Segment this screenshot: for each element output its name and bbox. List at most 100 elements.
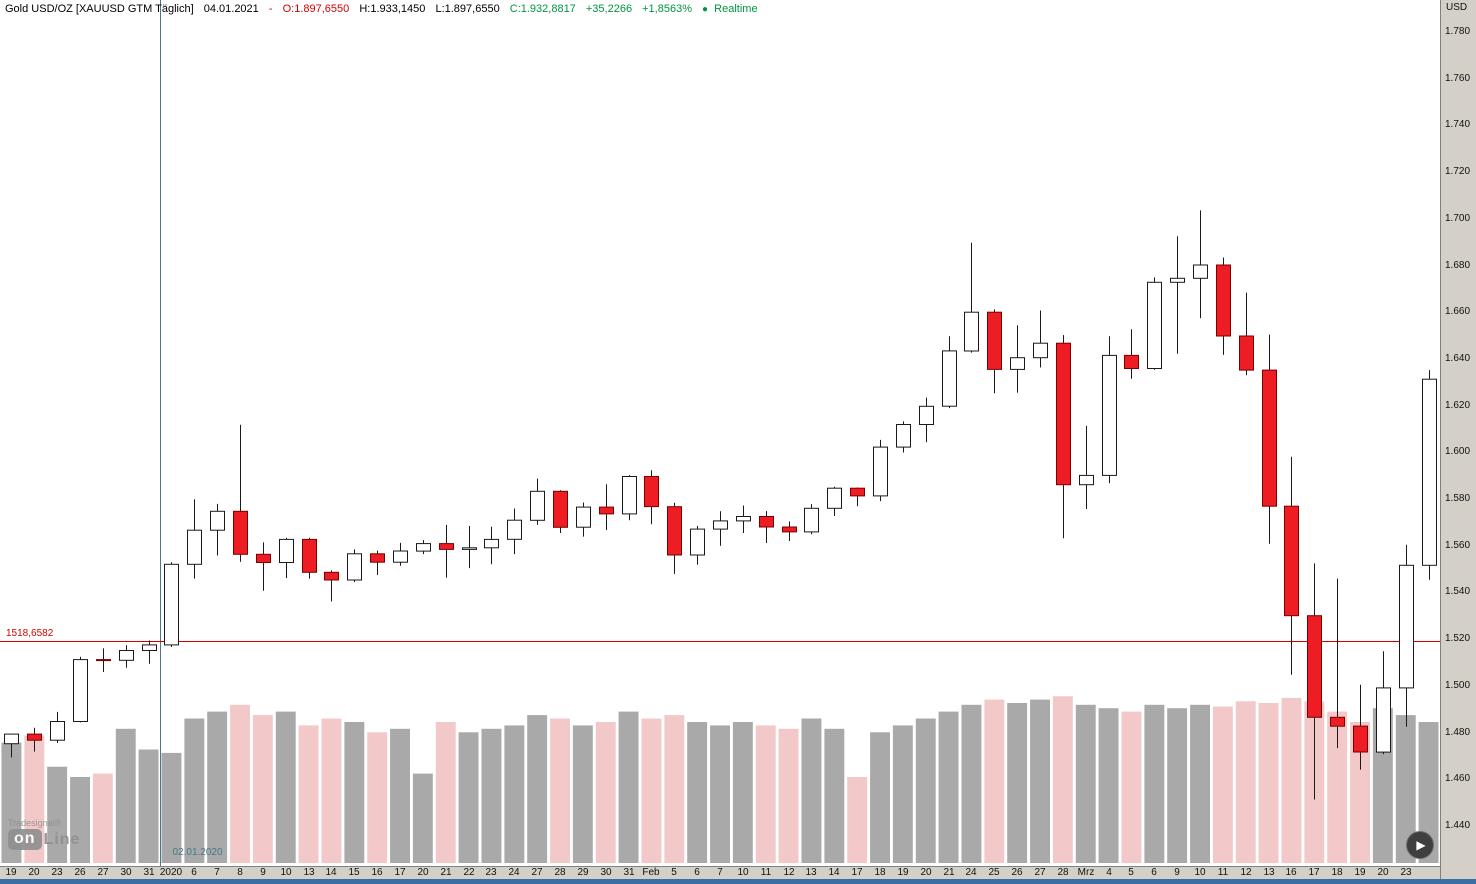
- date-axis-tick-label: 9: [260, 867, 266, 878]
- price-axis-tick-label: 1.760: [1445, 73, 1471, 84]
- logo-on-badge: on: [8, 829, 42, 850]
- date-axis-tick-label: 6: [191, 867, 197, 878]
- date-axis-tick-label: 23: [1400, 867, 1412, 878]
- volume-bar: [961, 704, 982, 863]
- date-axis-tick-label: 31: [623, 867, 635, 878]
- date-axis-tick-label: 10: [280, 867, 292, 878]
- date-axis-tick-label: 5: [1128, 867, 1134, 878]
- date-axis-tick-label: 18: [1331, 867, 1343, 878]
- price-axis[interactable]: USD 1.780 1.760 1.740 1.720 1.700 1.680 1.660 1…: [1440, 0, 1476, 879]
- date-axis-tick-label: 26: [1011, 867, 1023, 878]
- candle-down: [1262, 369, 1277, 507]
- date-axis-tick-label: 20: [28, 867, 40, 878]
- candle-up: [279, 538, 294, 564]
- date-axis-tick-label: 26: [74, 867, 86, 878]
- date-axis-tick-label: 21: [943, 867, 955, 878]
- price-axis-tick-label: 1.500: [1445, 680, 1471, 691]
- candle-up: [187, 529, 202, 565]
- volume-bar: [138, 749, 159, 863]
- volume-bar: [1212, 706, 1233, 863]
- volume-bar: [984, 699, 1005, 863]
- date-axis-tick-label: 28: [1057, 867, 1069, 878]
- chart-canvas[interactable]: Gold USD/OZ [XAUUSD GTM Täglich] 04.01.2…: [0, 0, 1440, 866]
- candle-up: [210, 510, 225, 531]
- candle-down: [1124, 354, 1139, 369]
- candlestick-chart[interactable]: [0, 0, 1440, 866]
- volume-bar: [1121, 711, 1142, 863]
- volume-bar: [1418, 722, 1439, 863]
- candle-up: [804, 507, 819, 533]
- volume-bar: [207, 711, 228, 863]
- candle-up: [1079, 474, 1094, 486]
- candle-down: [1056, 342, 1071, 486]
- candle-up: [4, 733, 19, 745]
- candle-up: [507, 519, 522, 540]
- volume-bar: [252, 715, 273, 863]
- date-axis-tick-label: 7: [717, 867, 723, 878]
- volume-bar: [92, 773, 113, 863]
- date-axis-tick-label: 30: [120, 867, 132, 878]
- candle-up: [347, 553, 362, 581]
- date-axis-tick-label: Mrz: [1077, 867, 1095, 878]
- candle-up: [1170, 277, 1185, 283]
- date-axis-tick-label: 2020: [159, 867, 183, 878]
- candle-up: [50, 721, 65, 741]
- volume-bar: [824, 728, 845, 863]
- volume-bar: [1052, 696, 1073, 863]
- volume-bar: [847, 777, 868, 863]
- candle-down: [1216, 264, 1231, 337]
- close-value: C:1.932,8817: [509, 3, 576, 15]
- candle-down: [987, 311, 1002, 370]
- date-axis-tick-label: 6: [1151, 867, 1157, 878]
- candle-down: [599, 506, 614, 515]
- date-axis-tick-label: 16: [371, 867, 383, 878]
- candle-down: [644, 476, 659, 508]
- candle-down: [27, 733, 42, 741]
- volume-bar: [618, 711, 639, 863]
- volume-bar: [390, 728, 410, 863]
- date-axis-tick-label: 27: [531, 867, 543, 878]
- candle-up: [462, 547, 477, 550]
- candle-up: [484, 538, 499, 549]
- date-axis-tick-label: 10: [737, 867, 749, 878]
- volume-bar: [458, 732, 479, 863]
- volume-bar: [161, 752, 182, 863]
- candle-up: [873, 446, 888, 497]
- bottom-scrollbar-strip[interactable]: [0, 879, 1476, 884]
- candle-up: [1376, 687, 1391, 753]
- play-button[interactable]: ▶: [1406, 831, 1434, 859]
- candle-down: [324, 571, 339, 581]
- volume-bar: [892, 725, 913, 863]
- price-axis-tick-label: 1.640: [1445, 353, 1471, 364]
- date-axis-tick-label: 10: [1194, 867, 1206, 878]
- volume-bar: [1281, 697, 1302, 863]
- chart-header: Gold USD/OZ [XAUUSD GTM Täglich] 04.01.2…: [5, 3, 765, 15]
- realtime-indicator-icon: ●: [702, 4, 709, 15]
- quote-date: 04.01.2021: [203, 3, 259, 15]
- volume-bar: [435, 722, 456, 863]
- volume-bar: [1258, 703, 1279, 863]
- candle-up: [530, 490, 545, 521]
- date-axis-tick-label: 11: [760, 867, 772, 878]
- date-axis-tick-label: 20: [920, 867, 932, 878]
- volume-bar: [1235, 701, 1256, 863]
- date-axis-tick-label: 19: [5, 867, 17, 878]
- candle-up: [1193, 264, 1208, 279]
- date-axis-tick-label: 20: [417, 867, 429, 878]
- volume-bar: [550, 718, 570, 863]
- volume-bar: [870, 732, 890, 863]
- candle-up: [896, 424, 911, 448]
- date-axis-tick-label: 5: [671, 867, 677, 878]
- date-axis-tick-label: 16: [1285, 867, 1297, 878]
- volume-bar: [184, 718, 205, 863]
- date-axis-tick-label: 27: [1034, 867, 1046, 878]
- volume-bar: [641, 718, 662, 863]
- date-axis[interactable]: 19 20 23 26 27 30 31 2020 6 7 8 9 10 13 14 15 16 17 20 21 22…: [0, 866, 1440, 879]
- date-axis-tick-label: 4: [1106, 867, 1112, 878]
- date-axis-tick-label: 17: [851, 867, 863, 878]
- candle-down: [370, 553, 385, 563]
- date-axis-tick-label: 19: [897, 867, 909, 878]
- date-axis-tick-label: 20: [1377, 867, 1389, 878]
- date-axis-tick-label: 14: [828, 867, 840, 878]
